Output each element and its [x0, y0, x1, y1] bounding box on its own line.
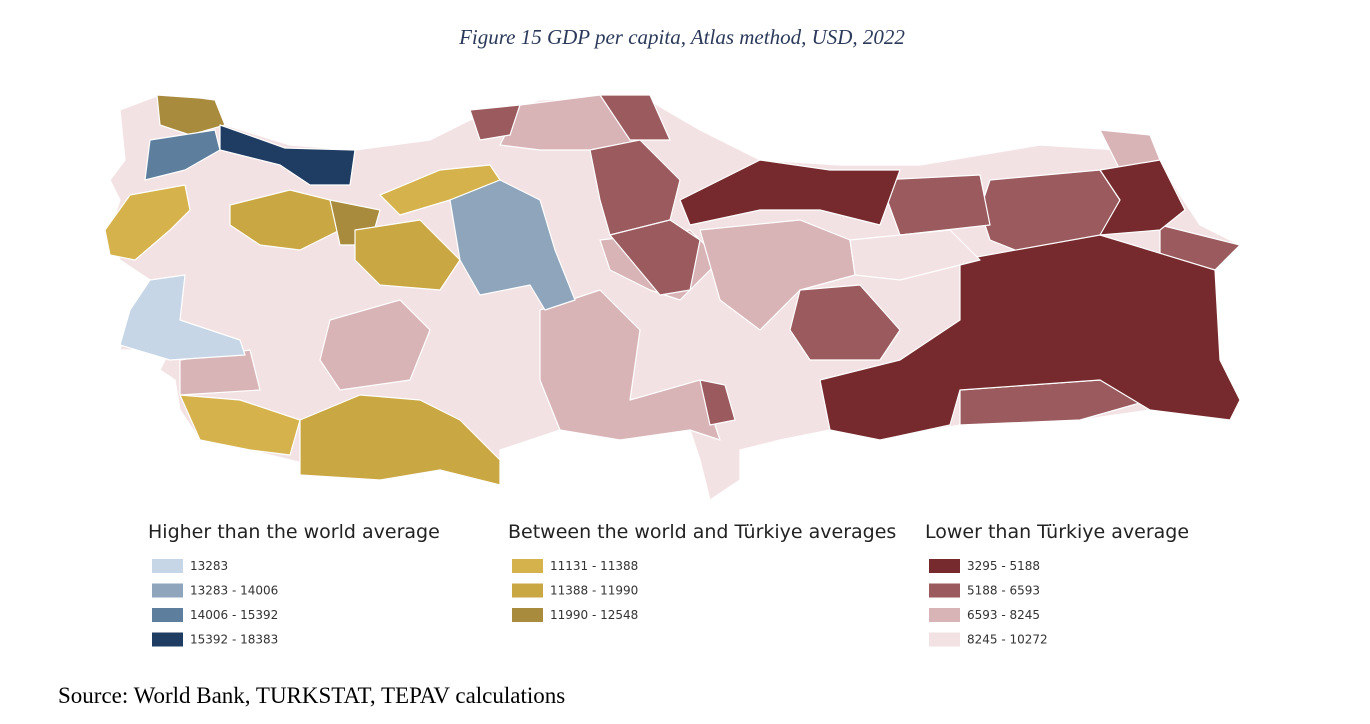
region	[1099, 159, 1186, 236]
region	[469, 104, 521, 141]
legend-swatch	[152, 608, 183, 622]
legend-swatch	[929, 608, 960, 622]
legend-swatch	[152, 583, 183, 598]
legend-label: 8245 - 10272	[967, 633, 1048, 647]
region	[819, 234, 1241, 441]
legend-swatch	[512, 608, 543, 622]
legend-label: 11990 - 12548	[550, 608, 638, 622]
legend-label: 11388 - 11990	[550, 584, 638, 598]
legend-label: 6593 - 8245	[967, 608, 1040, 622]
legend-swatch	[512, 583, 543, 598]
region	[144, 129, 221, 181]
source-note: Source: World Bank, TURKSTAT, TEPAV calc…	[58, 683, 565, 708]
map	[104, 94, 1241, 501]
region	[599, 94, 671, 141]
region	[299, 394, 501, 486]
legend-heading: Between the world and Türkiye averages	[508, 521, 896, 543]
legend-swatch	[152, 559, 183, 573]
legend-label: 13283	[190, 559, 228, 573]
legend-label: 15392 - 18383	[190, 633, 278, 647]
region	[879, 174, 991, 236]
region	[789, 284, 901, 361]
legend: Higher than the world average 13283 13283 …	[148, 521, 1189, 647]
figure-title: Figure 15 GDP per capita, Atlas method, …	[458, 25, 905, 49]
legend-label: 5188 - 6593	[967, 584, 1040, 598]
legend-label: 3295 - 5188	[967, 559, 1040, 573]
region	[219, 124, 356, 186]
legend-swatch	[152, 632, 183, 647]
legend-label: 11131 - 11388	[550, 559, 638, 573]
region	[119, 274, 246, 361]
legend-swatch	[512, 559, 543, 573]
legend-swatch	[929, 632, 960, 647]
legend-label: 14006 - 15392	[190, 608, 278, 622]
legend-swatch	[929, 583, 960, 598]
region	[699, 219, 856, 331]
region	[449, 179, 576, 311]
legend-swatch	[929, 559, 960, 573]
region	[104, 184, 191, 261]
region	[699, 379, 736, 426]
region	[319, 299, 431, 391]
region	[539, 289, 721, 441]
region	[609, 219, 701, 296]
legend-heading: Lower than Türkiye average	[925, 521, 1189, 543]
region	[156, 94, 226, 136]
legend-heading: Higher than the world average	[148, 521, 440, 543]
region	[679, 159, 901, 226]
legend-label: 13283 - 14006	[190, 584, 278, 598]
region	[179, 394, 301, 456]
region	[354, 219, 461, 291]
region	[849, 229, 981, 281]
region	[229, 189, 341, 251]
